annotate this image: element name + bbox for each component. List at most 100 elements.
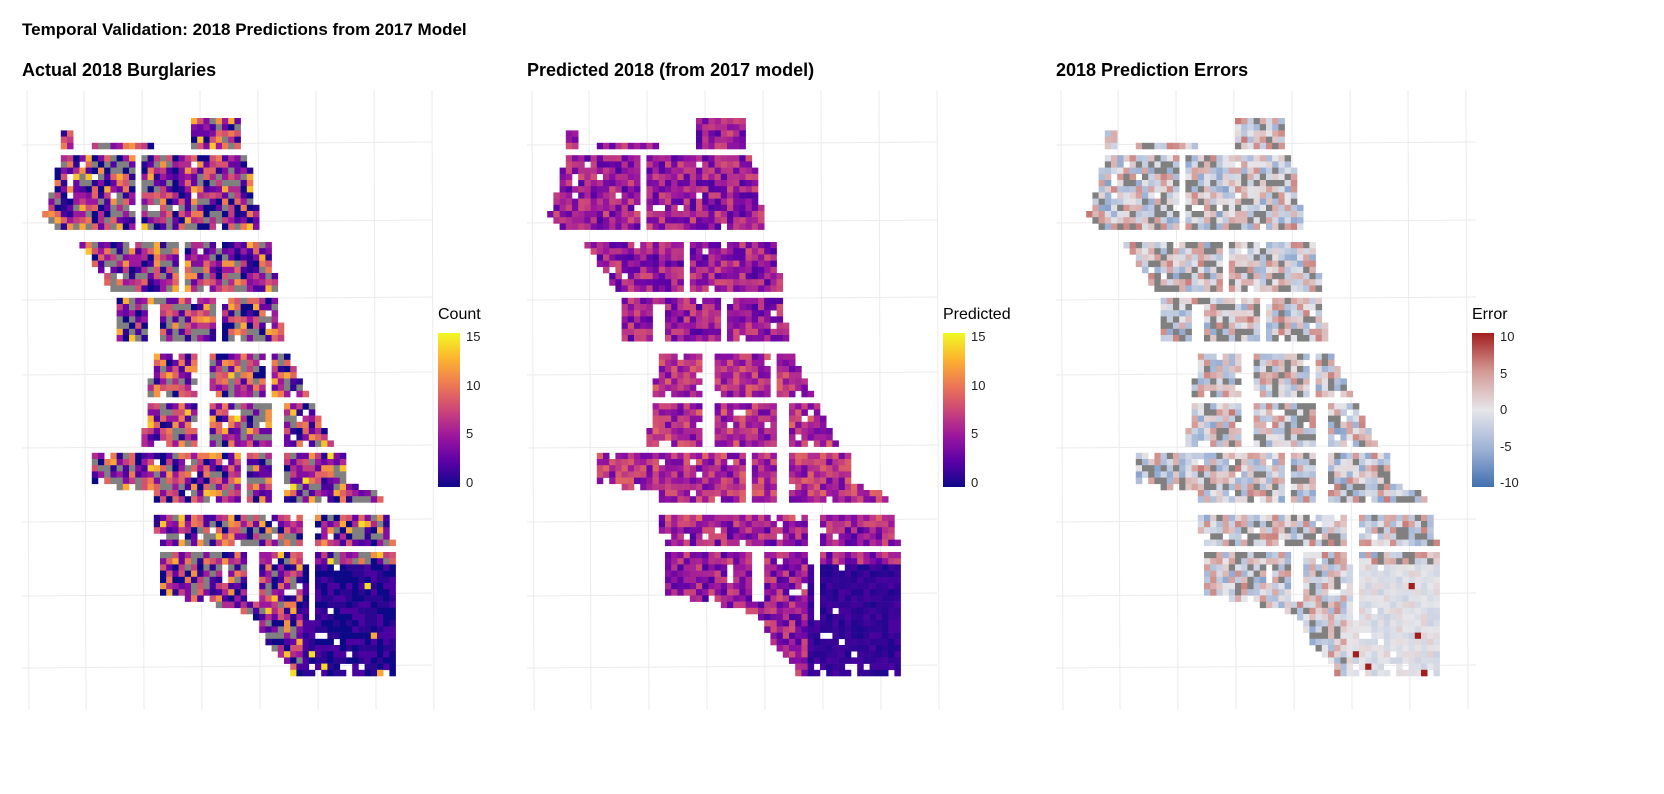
map-cell [1129, 186, 1137, 193]
map-cell [634, 161, 641, 168]
map-cell [689, 403, 697, 410]
map-cell [116, 204, 124, 212]
map-cell [857, 589, 864, 596]
map-cell [826, 638, 833, 646]
map-cell [1222, 217, 1230, 224]
map-cell [1228, 211, 1236, 218]
map-cell [714, 322, 722, 330]
map-cell [665, 483, 672, 491]
map-cell [1154, 180, 1161, 187]
map-cell [172, 570, 179, 578]
map-cell [228, 304, 235, 311]
map-cell [640, 465, 647, 472]
map-cell [820, 583, 827, 590]
map-cell [271, 576, 279, 584]
map-cell [122, 155, 130, 162]
map-cell [1098, 223, 1106, 230]
map-cell [389, 583, 396, 590]
map-cell [253, 415, 260, 423]
map-cell [652, 192, 660, 199]
map-cell [751, 254, 759, 261]
map-cell [271, 632, 279, 640]
map-cell [153, 285, 161, 292]
map-cell [215, 390, 223, 398]
map-cell [739, 142, 746, 150]
map-cell [184, 378, 192, 385]
map-cell [652, 452, 660, 460]
map-cell [702, 477, 709, 485]
map-cell [259, 384, 266, 392]
map-cell [640, 483, 647, 491]
map-cell [234, 372, 241, 379]
map-cell [770, 248, 777, 255]
map-cell [1111, 204, 1118, 212]
map-cell [1278, 242, 1285, 249]
map-cell [246, 260, 254, 268]
map-cell [795, 490, 802, 497]
map-cell [209, 558, 217, 565]
map-cell [702, 595, 709, 602]
map-cell [665, 477, 672, 485]
map-cell [209, 366, 217, 373]
map-cell [172, 378, 179, 385]
map-cell [321, 657, 328, 664]
map-cell [389, 632, 396, 640]
map-cell [572, 211, 579, 218]
map-cell [315, 452, 322, 460]
map-cell [1253, 359, 1261, 367]
map-cell [253, 260, 260, 268]
map-cell [1173, 186, 1180, 193]
map-cell [652, 415, 660, 423]
map-cell [246, 514, 254, 522]
map-cell [1216, 223, 1223, 230]
map-cell [67, 198, 74, 206]
map-cell [98, 248, 105, 255]
map-cell [346, 638, 353, 646]
map-cell [1123, 167, 1130, 175]
map-cell [116, 297, 124, 305]
map-cell [739, 570, 746, 578]
map-cell [671, 471, 678, 478]
map-cell [259, 570, 266, 578]
map-cell [302, 576, 310, 584]
map-cell [234, 316, 241, 323]
map-cell [1228, 297, 1236, 305]
map-cell [745, 260, 753, 268]
map-cell [696, 316, 703, 323]
map-cell [634, 155, 641, 162]
map-cell [203, 130, 210, 137]
map-cell [590, 223, 598, 230]
map-cell [1284, 223, 1292, 230]
map-cell [1210, 285, 1217, 292]
map-cell [67, 186, 74, 193]
map-cell [271, 620, 279, 627]
map-cell [271, 552, 279, 559]
map-cell [98, 142, 105, 150]
map-cell [234, 297, 241, 305]
map-cell [290, 403, 297, 410]
map-cell [646, 155, 653, 162]
map-cell [1253, 192, 1261, 199]
map-cell [683, 353, 691, 361]
map-cell [370, 583, 378, 590]
map-cell [271, 645, 279, 652]
map-cell [296, 558, 303, 565]
map-cell [116, 279, 124, 286]
map-cell [770, 638, 777, 646]
map-cell [246, 440, 254, 447]
map-cell [265, 316, 272, 323]
map-cell [209, 124, 217, 131]
map-cell [104, 217, 111, 224]
map-cell [1247, 186, 1254, 193]
map-cell [240, 254, 248, 261]
map-cell [147, 173, 155, 181]
map-cell [776, 514, 784, 522]
map-cell [308, 403, 316, 410]
map-cell [652, 254, 660, 261]
map-cell [634, 477, 641, 485]
map-cell [160, 366, 167, 373]
map-cell [826, 440, 833, 447]
map-cell [271, 366, 279, 373]
map-cell [141, 483, 148, 491]
map-cell [727, 242, 734, 249]
